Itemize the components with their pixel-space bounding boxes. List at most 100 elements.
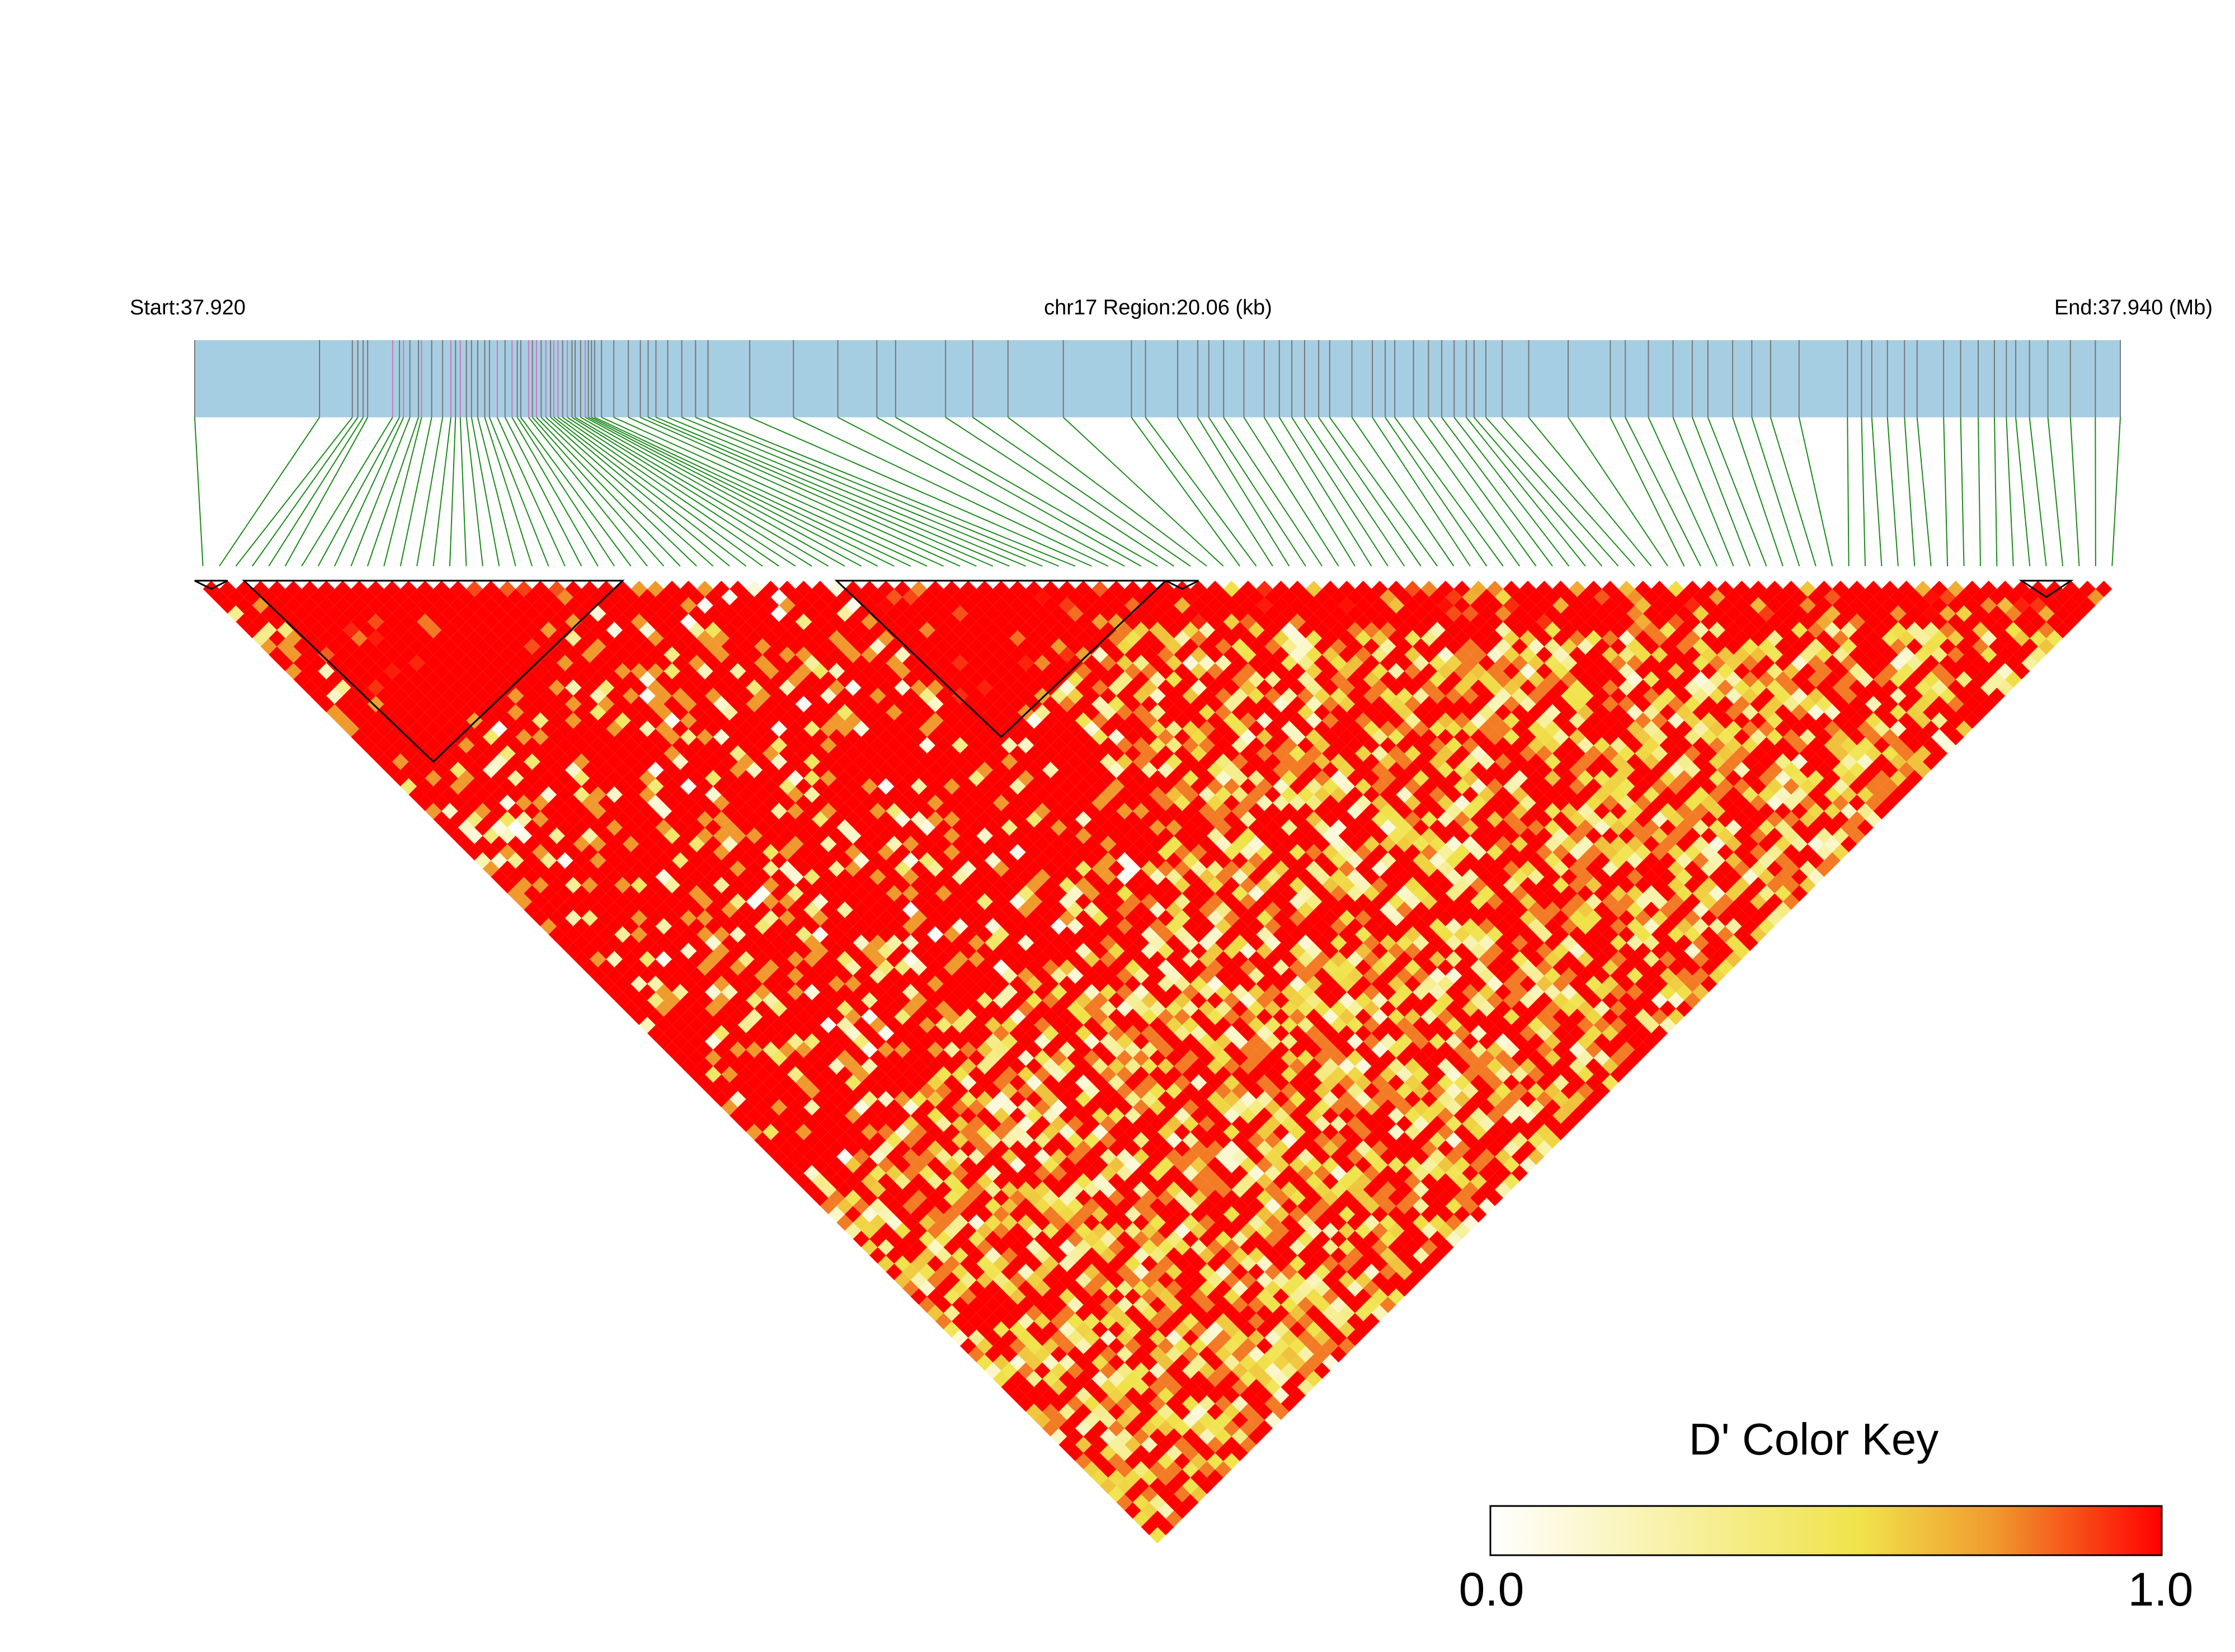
ld-cell [713,1074,730,1091]
ld-cell [449,827,467,844]
ld-cell [532,778,549,795]
ld-cell [1108,1453,1125,1470]
ld-cell [548,860,565,877]
ld-cell [713,1090,730,1108]
snp-connector [945,417,1174,567]
ld-cell [351,613,368,630]
ld-cell [392,721,409,737]
ld-cell [688,918,705,935]
ld-cell [524,852,540,869]
ld-cell [351,630,368,647]
ld-cell [828,1140,845,1157]
region-title: chr17 Region:20.06 (kb) [1044,296,1272,319]
ld-cell [795,1156,812,1174]
snp-connector [575,417,829,567]
ld-cell [318,613,335,630]
ld-cell [540,803,557,820]
ld-cell [1132,1477,1150,1494]
ld-cell [548,926,565,943]
ld-cell [1050,1345,1067,1363]
ld-cell [375,622,393,638]
ld-cell [433,663,450,680]
ld-cell [449,794,467,811]
ld-cell [812,1058,829,1075]
snp-connector [536,417,681,567]
ld-cell [433,778,450,795]
ld-cell [737,1066,755,1083]
ld-cell [672,934,689,951]
ld-cell [770,1000,788,1017]
ld-cell [335,646,351,663]
ld-cell [614,959,631,976]
snp-connector [1441,417,1553,567]
snp-connector [334,417,404,567]
ld-cell [672,1016,689,1034]
snp-connector [252,417,359,567]
ld-cell [787,1033,804,1050]
snp-connector [1318,417,1422,567]
snp-connector [580,417,845,567]
snp-position-ticks [194,340,2121,417]
ld-cell [1067,1329,1084,1346]
ld-cell [721,983,738,1001]
ld-cell [318,597,335,614]
ld-cell [795,1173,812,1190]
snp-connector [1871,417,1883,567]
ld-cell [927,1239,944,1256]
ld-cell [713,992,730,1009]
ld-cell [655,901,672,919]
ld-cell [293,589,310,606]
ld-cell [968,1247,985,1264]
ld-cell [384,613,401,630]
ld-cell [1124,1486,1141,1503]
ld-cell [417,695,434,713]
ld-cell [1083,1428,1100,1445]
ld-cell [795,1041,812,1058]
ld-cell [326,638,343,655]
ld-cell [499,794,516,811]
ld-cell [869,1165,886,1182]
ld-cell [1009,1371,1026,1387]
snp-connector [656,417,1010,567]
ld-cell [244,605,261,622]
snp-connector [317,417,400,567]
ld-cell [499,745,516,762]
ld-cell [688,967,705,984]
ld-cell [499,877,516,893]
ld-cell [968,1313,985,1330]
ld-cell [342,688,360,704]
ld-cell [482,728,500,746]
ld-cell [853,1099,870,1116]
ld-cell [1124,1453,1141,1470]
ld-cell [540,835,557,853]
ld-cell [441,704,458,721]
ld-cell [622,983,639,1001]
snp-connector [1978,417,1981,567]
ld-cell [1091,1354,1108,1371]
snp-connector [399,417,432,567]
ld-cell [992,1321,1010,1338]
ld-cell [1042,1387,1059,1404]
ld-cell [1050,1296,1067,1314]
ld-cell [730,1008,746,1025]
ld-cell [943,1189,960,1206]
ld-cell [812,1189,829,1206]
ld-cell [285,630,302,647]
ld-cell [985,1296,1001,1314]
ld-cell [943,1255,960,1272]
snp-connector [1291,417,1389,567]
ld-cell [491,852,507,869]
ld-cell [992,1354,1010,1371]
ld-cell [532,761,549,779]
ld-cell [730,959,746,976]
ld-cell [375,671,393,688]
ld-cell [507,819,524,836]
ld-cell [449,712,467,729]
snp-connector [1993,417,1998,567]
snp-connector [2006,417,2014,567]
ld-cell [367,728,384,746]
ld-cell [992,1239,1010,1256]
ld-cell [433,811,450,828]
ld-cell [1091,1469,1108,1486]
ld-cell [737,1000,755,1017]
